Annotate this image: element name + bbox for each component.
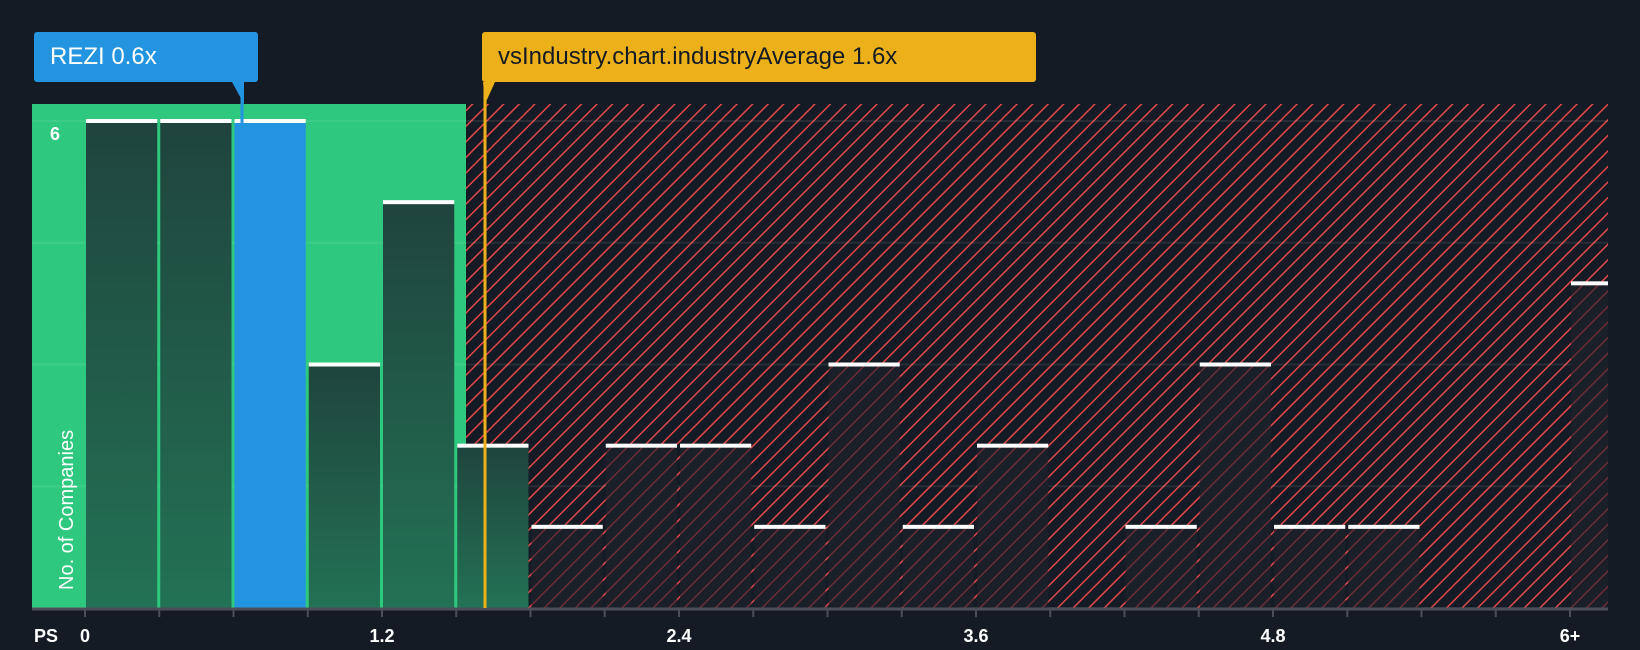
bar-cap [1348,524,1420,529]
histogram-bar [160,121,232,608]
histogram-bar [86,121,158,608]
bar-cap [680,443,752,448]
bar-cap [754,524,826,529]
histogram-bar [977,445,1049,608]
histogram-bar [902,526,974,608]
histogram-bar [383,202,455,608]
x-tick-6-plus: 6+ [1559,626,1581,646]
y-tick-6: 6 [50,124,61,144]
industry-average-callout: vsIndustry.chart.industryAverage 1.6x [482,32,1036,82]
industry-callout-pointer [483,82,495,104]
bar-cap [383,200,455,205]
bar-cap [828,362,900,367]
histogram-bar [1125,526,1197,608]
bar-cap [1571,281,1608,286]
bar-cap [977,443,1049,448]
histogram-bar [828,364,900,608]
histogram-bar [457,445,529,608]
bar-cap [902,524,974,529]
x-tick-2-4: 2.4 [666,626,692,646]
bar-cap [1199,362,1271,367]
company-ps-callout: REZI 0.6x [34,32,258,82]
bar-cap [457,443,529,448]
histogram-bar [1274,526,1346,608]
bar-cap [234,119,306,123]
highlighted-company-bar [234,121,306,608]
histogram-bar [308,364,380,608]
histogram-bar [605,445,677,608]
bar-cap [531,524,603,529]
bar-cap [160,119,232,123]
bar-cap [308,362,380,367]
histogram-bar [1348,526,1420,608]
histogram-bar [531,526,603,608]
bar-cap [1274,524,1346,529]
bar-cap [86,119,158,123]
histogram-bar [680,445,752,608]
bar-cap [605,443,677,448]
x-tick-4-8: 4.8 [1260,626,1286,646]
x-tick-1-2: 1.2 [369,626,395,646]
bar-cap [1125,524,1197,529]
histogram-bar [1571,283,1608,608]
x-tick-3-6: 3.6 [963,626,989,646]
histogram-bar [754,526,826,608]
x-tick-0: 0 [79,626,91,646]
histogram-bar [1199,364,1271,608]
y-axis-label: No. of Companies [56,429,78,590]
x-axis-label: PS [34,626,59,646]
